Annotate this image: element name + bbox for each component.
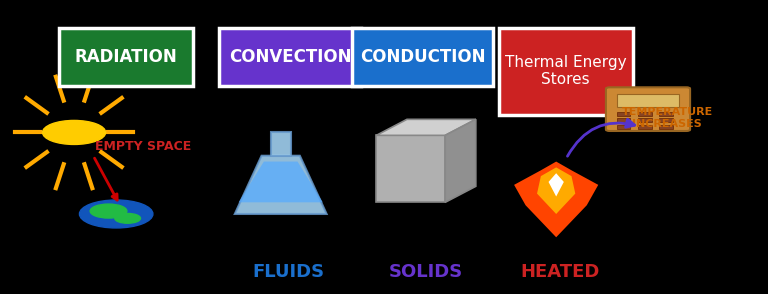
FancyBboxPatch shape	[617, 118, 631, 122]
FancyBboxPatch shape	[638, 125, 652, 129]
Text: Thermal Energy
Stores: Thermal Energy Stores	[505, 55, 627, 88]
FancyBboxPatch shape	[660, 125, 674, 129]
Text: EMPTY SPACE: EMPTY SPACE	[94, 141, 191, 153]
Text: CONVECTION: CONVECTION	[229, 48, 352, 66]
Polygon shape	[445, 119, 476, 202]
FancyBboxPatch shape	[617, 125, 631, 129]
Polygon shape	[548, 173, 564, 196]
FancyBboxPatch shape	[660, 118, 674, 122]
Text: CONDUCTION: CONDUCTION	[360, 48, 485, 66]
Circle shape	[79, 200, 153, 228]
FancyBboxPatch shape	[59, 28, 193, 86]
Text: FLUIDS: FLUIDS	[252, 263, 324, 281]
Text: SOLIDS: SOLIDS	[389, 263, 463, 281]
FancyBboxPatch shape	[638, 118, 652, 122]
Text: TEMPERATURE
INCREASES: TEMPERATURE INCREASES	[621, 107, 713, 129]
FancyBboxPatch shape	[220, 28, 361, 86]
Polygon shape	[376, 119, 476, 135]
FancyArrowPatch shape	[568, 119, 634, 156]
Polygon shape	[235, 156, 326, 214]
Circle shape	[42, 121, 106, 144]
Polygon shape	[514, 162, 598, 237]
Polygon shape	[376, 135, 445, 202]
FancyBboxPatch shape	[638, 112, 652, 116]
Polygon shape	[537, 167, 575, 214]
Polygon shape	[239, 162, 323, 202]
Text: HEATED: HEATED	[520, 263, 600, 281]
FancyBboxPatch shape	[352, 28, 493, 86]
Circle shape	[114, 213, 141, 223]
FancyBboxPatch shape	[498, 28, 633, 115]
FancyBboxPatch shape	[606, 87, 690, 131]
FancyBboxPatch shape	[617, 112, 631, 116]
Circle shape	[90, 204, 127, 218]
FancyBboxPatch shape	[617, 94, 679, 107]
Text: RADIATION: RADIATION	[74, 48, 177, 66]
Polygon shape	[271, 132, 290, 156]
FancyBboxPatch shape	[660, 112, 674, 116]
